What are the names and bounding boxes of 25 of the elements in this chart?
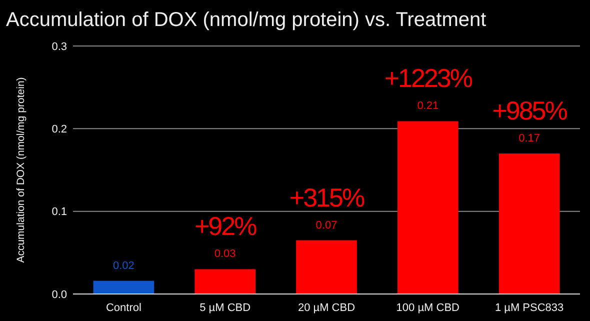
data-label: 0.03 — [214, 248, 236, 260]
annotation: +92% — [194, 211, 258, 242]
y-tick-label: 0.1 — [52, 206, 67, 218]
bar — [498, 153, 560, 294]
y-tick-label: 0.3 — [52, 40, 67, 53]
y-axis-title: Accumulation of DOX (nmol/mg protein) — [15, 77, 27, 263]
bar — [397, 121, 458, 294]
bar — [296, 240, 357, 294]
x-tick-label: 20 µM CBD — [298, 302, 356, 314]
data-label: 0.07 — [316, 219, 338, 232]
x-tick-label: 5 µM CBD — [200, 302, 251, 314]
data-label: 0.02 — [112, 260, 134, 272]
y-tick-label: 0.2 — [52, 124, 67, 136]
y-tick-label: 0.0 — [52, 288, 67, 301]
data-label: 0.17 — [518, 132, 540, 144]
x-tick-label: 1 µM PSC833 — [494, 302, 564, 314]
annotation: +315% — [289, 182, 365, 212]
x-tick-label: Control — [106, 302, 142, 314]
bar — [93, 280, 154, 294]
annotation: +985% — [492, 95, 568, 126]
x-tick-label: 100 µM CBD — [396, 302, 460, 314]
bar — [194, 269, 256, 294]
data-label: 0.21 — [417, 100, 439, 112]
chart-title: Accumulation of DOX (nmol/mg protein) vs. Treatment — [6, 9, 487, 31]
annotation: +1223% — [384, 63, 473, 94]
